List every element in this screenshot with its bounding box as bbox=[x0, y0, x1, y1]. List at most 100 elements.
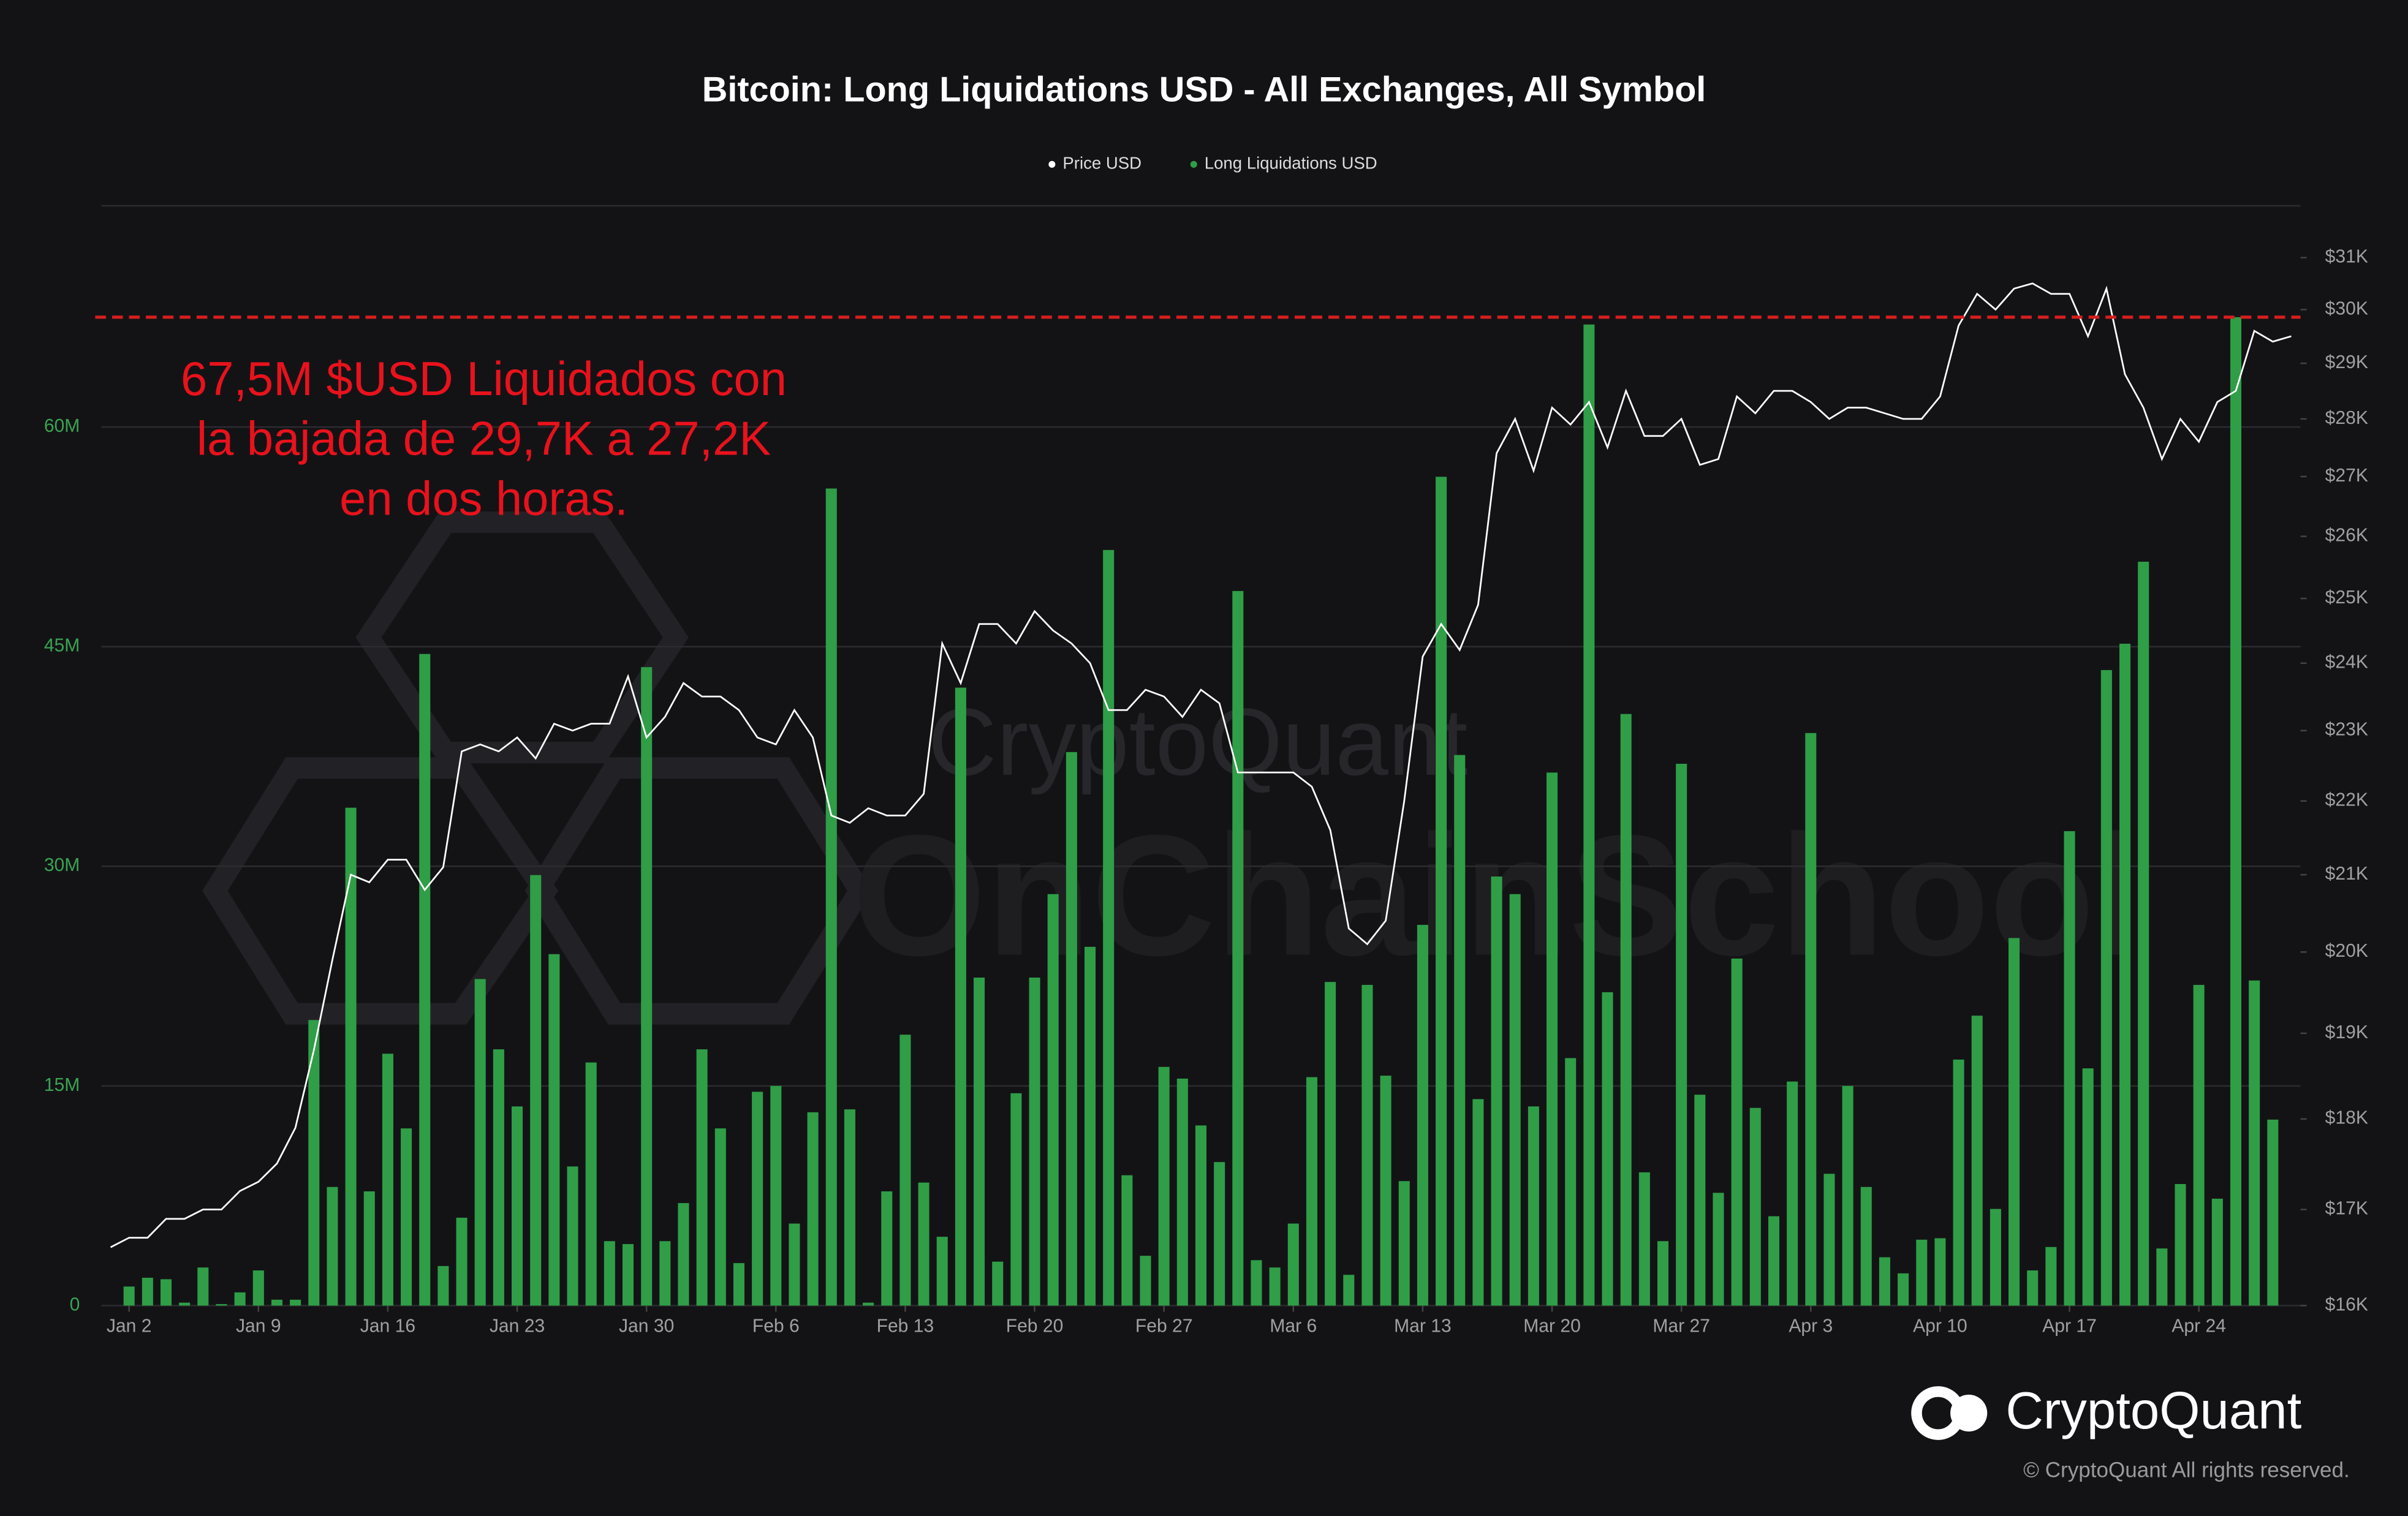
bar bbox=[1620, 714, 1632, 1306]
x-tick-label: Mar 13 bbox=[1394, 1316, 1452, 1337]
bar bbox=[1749, 1107, 1761, 1306]
bar bbox=[807, 1112, 819, 1306]
logo bbox=[1911, 1386, 1988, 1440]
y2-tick-label: $19K bbox=[2325, 1022, 2368, 1043]
bar bbox=[327, 1186, 338, 1306]
bar bbox=[493, 1049, 504, 1306]
bar bbox=[2230, 317, 2242, 1306]
copyright: © CryptoQuant All rights reserved. bbox=[2023, 1458, 2350, 1482]
bar bbox=[567, 1166, 578, 1306]
bar bbox=[2009, 938, 2020, 1306]
bar bbox=[1676, 763, 1687, 1306]
y-tick-label: 0 bbox=[70, 1294, 80, 1314]
bar bbox=[1084, 946, 1096, 1306]
bar bbox=[2193, 984, 2205, 1306]
x-tick-label: Feb 13 bbox=[877, 1316, 934, 1337]
bar bbox=[1398, 1181, 1410, 1306]
bar bbox=[789, 1223, 800, 1306]
y2-tick-label: $26K bbox=[2325, 526, 2368, 546]
bar bbox=[1103, 549, 1115, 1306]
bar bbox=[992, 1261, 1004, 1306]
bar bbox=[216, 1304, 227, 1306]
y2-tick-label: $21K bbox=[2325, 864, 2368, 884]
logo-text: CryptoQuant bbox=[2005, 1382, 2301, 1440]
bar bbox=[678, 1203, 689, 1306]
bar bbox=[1934, 1238, 1946, 1306]
bar bbox=[142, 1278, 153, 1306]
bar bbox=[382, 1054, 393, 1306]
y2-tick-label: $22K bbox=[2325, 790, 2368, 810]
bar bbox=[659, 1241, 671, 1306]
y2-tick-label: $16K bbox=[2325, 1294, 2368, 1314]
bar bbox=[2027, 1270, 2039, 1306]
y-tick-label: 45M bbox=[44, 636, 80, 656]
bar bbox=[696, 1049, 708, 1306]
bar bbox=[530, 875, 542, 1306]
bar bbox=[252, 1270, 264, 1306]
x-tick-label: Feb 20 bbox=[1006, 1316, 1064, 1337]
bar bbox=[308, 1020, 320, 1306]
x-tick-label: Feb 27 bbox=[1135, 1316, 1193, 1337]
bar bbox=[2175, 1184, 2186, 1306]
bar bbox=[1971, 1016, 1983, 1306]
bar bbox=[345, 807, 357, 1306]
bar bbox=[1029, 977, 1040, 1306]
bar bbox=[1805, 733, 1817, 1306]
y2-tick-label: $18K bbox=[2325, 1108, 2368, 1128]
x-tick-label: Mar 20 bbox=[1523, 1316, 1581, 1337]
bar bbox=[1251, 1260, 1262, 1306]
bar bbox=[641, 667, 653, 1306]
bar bbox=[1176, 1078, 1188, 1306]
bar bbox=[1990, 1209, 2001, 1306]
bar bbox=[1232, 590, 1244, 1306]
bar bbox=[2100, 669, 2112, 1306]
bar bbox=[1066, 752, 1077, 1306]
bar bbox=[179, 1302, 191, 1306]
bar bbox=[1860, 1186, 1872, 1306]
bar bbox=[1638, 1172, 1650, 1306]
bar bbox=[955, 687, 966, 1306]
bar bbox=[881, 1191, 893, 1306]
bar bbox=[2064, 831, 2075, 1306]
bar bbox=[1694, 1095, 1706, 1306]
bar bbox=[1898, 1273, 1909, 1306]
bar bbox=[1140, 1256, 1151, 1306]
bar bbox=[2082, 1068, 2094, 1306]
bar bbox=[585, 1062, 597, 1306]
bar bbox=[770, 1085, 782, 1306]
bar bbox=[2249, 980, 2260, 1306]
bar bbox=[1306, 1077, 1317, 1306]
bar bbox=[1417, 924, 1428, 1306]
bar bbox=[604, 1241, 615, 1306]
bar bbox=[123, 1286, 135, 1306]
bar bbox=[1121, 1175, 1133, 1306]
x-tick-label: Jan 23 bbox=[490, 1316, 545, 1337]
bar bbox=[1565, 1058, 1577, 1306]
chart-title: Bitcoin: Long Liquidations USD - All Exc… bbox=[702, 70, 1706, 110]
y2-tick-label: $28K bbox=[2325, 408, 2368, 428]
y2-tick-label: $25K bbox=[2325, 587, 2368, 608]
y2-tick-label: $30K bbox=[2325, 298, 2368, 319]
bar bbox=[1047, 894, 1059, 1306]
bar bbox=[1436, 477, 1447, 1306]
bar bbox=[1842, 1085, 1853, 1306]
bar bbox=[271, 1299, 282, 1306]
bar bbox=[918, 1182, 930, 1306]
bar bbox=[1787, 1081, 1798, 1306]
bar bbox=[752, 1092, 763, 1306]
x-tick-label: Jan 9 bbox=[236, 1316, 281, 1337]
bar bbox=[1361, 984, 1373, 1306]
bar bbox=[512, 1106, 523, 1306]
x-tick-label: Jan 30 bbox=[619, 1316, 674, 1337]
y2-tick-label: $17K bbox=[2325, 1199, 2368, 1219]
bar bbox=[197, 1267, 209, 1306]
x-tick-label: Mar 27 bbox=[1653, 1316, 1710, 1337]
bar bbox=[1916, 1239, 1928, 1306]
bar bbox=[2045, 1246, 2057, 1306]
bar bbox=[1380, 1076, 1391, 1306]
bar bbox=[1547, 772, 1558, 1306]
bar bbox=[1214, 1162, 1225, 1306]
bar bbox=[2211, 1198, 2223, 1306]
